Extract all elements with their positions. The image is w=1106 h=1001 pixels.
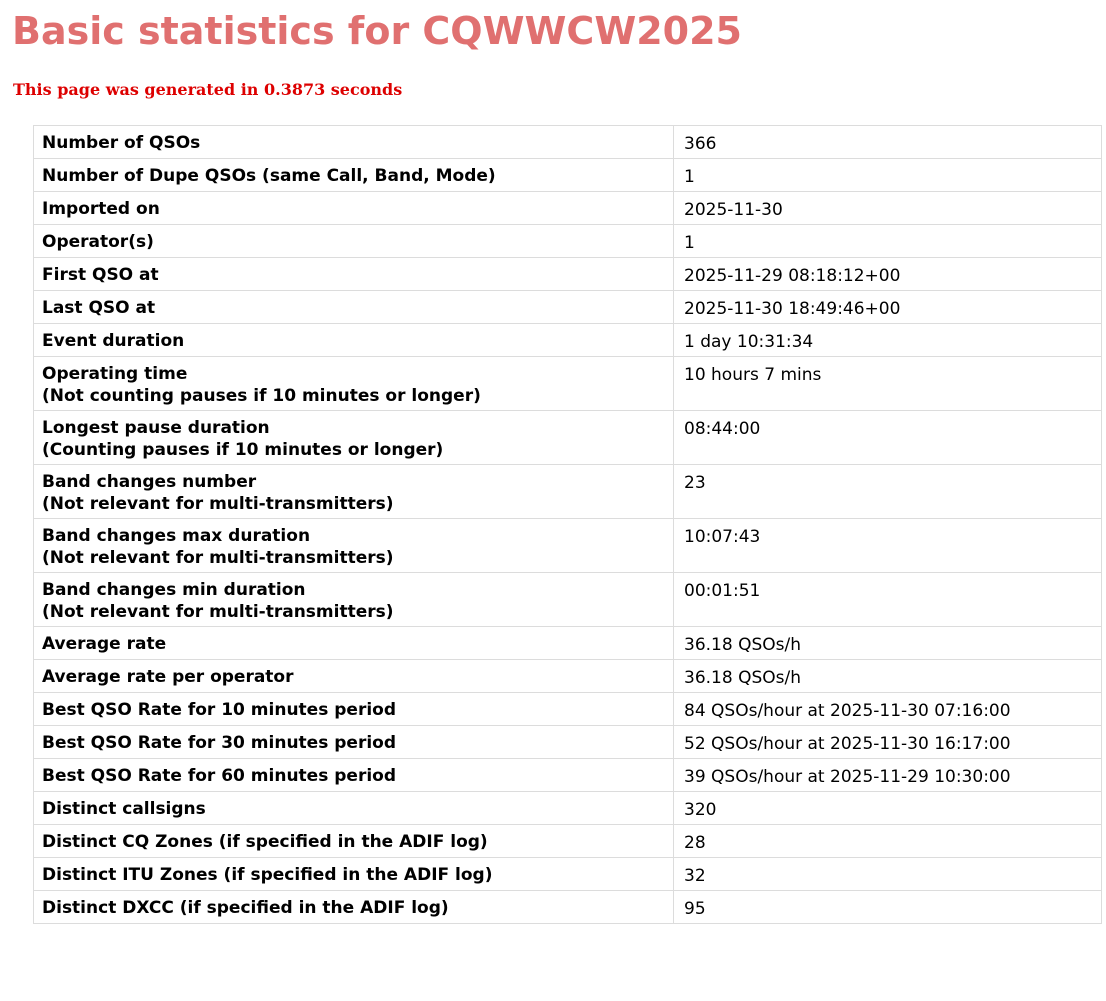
stat-label: Last QSO at	[42, 298, 156, 318]
stat-value: 84 QSOs/hour at 2025-11-30 07:16:00	[673, 692, 1102, 726]
stat-value: 95	[673, 890, 1102, 924]
stat-label: Distinct ITU Zones (if specified in the …	[42, 865, 493, 885]
stat-label-cell: Longest pause duration (Counting pauses …	[33, 410, 674, 465]
stat-label-note: (Not counting pauses if 10 minutes or lo…	[42, 386, 481, 406]
stat-value: 36.18 QSOs/h	[673, 626, 1102, 660]
stat-row-7: Operating time (Not counting pauses if 1…	[33, 356, 1102, 411]
stat-label: Distinct callsigns	[42, 799, 206, 819]
stat-row-8: Longest pause duration (Counting pauses …	[33, 410, 1102, 465]
stat-label-note: (Not relevant for multi-transmitters)	[42, 494, 394, 514]
stat-label-cell: Best QSO Rate for 30 minutes period	[33, 725, 674, 759]
stat-label-cell: Imported on	[33, 191, 674, 225]
stat-value: 10:07:43	[673, 518, 1102, 573]
stat-row-16: Best QSO Rate for 60 minutes period 39 Q…	[33, 758, 1102, 792]
stat-row-9: Band changes number (Not relevant for mu…	[33, 464, 1102, 519]
stat-label-cell: Distinct callsigns	[33, 791, 674, 825]
stat-label-note: (Counting pauses if 10 minutes or longer…	[42, 440, 444, 460]
stat-label-cell: Operating time (Not counting pauses if 1…	[33, 356, 674, 411]
stat-value: 10 hours 7 mins	[673, 356, 1102, 411]
stat-value: 36.18 QSOs/h	[673, 659, 1102, 693]
stat-row-19: Distinct ITU Zones (if specified in the …	[33, 857, 1102, 891]
stat-label: Distinct DXCC (if specified in the ADIF …	[42, 898, 449, 918]
stat-row-5: Last QSO at 2025-11-30 18:49:46+00	[33, 290, 1102, 324]
stat-label-cell: Band changes min duration (Not relevant …	[33, 572, 674, 627]
stat-row-20: Distinct DXCC (if specified in the ADIF …	[33, 890, 1102, 924]
stat-label-cell: Average rate	[33, 626, 674, 660]
stat-label: Band changes number	[42, 472, 257, 492]
stat-label-cell: Last QSO at	[33, 290, 674, 324]
stat-label: Distinct CQ Zones (if specified in the A…	[42, 832, 488, 852]
stat-value: 2025-11-30	[673, 191, 1102, 225]
stat-value: 366	[673, 125, 1102, 159]
stat-label: Best QSO Rate for 60 minutes period	[42, 766, 397, 786]
stat-label-note: (Not relevant for multi-transmitters)	[42, 548, 394, 568]
stat-label: Longest pause duration	[42, 418, 270, 438]
stat-value: 00:01:51	[673, 572, 1102, 627]
stat-row-0: Number of QSOs 366	[33, 125, 1102, 159]
stat-label: Number of QSOs	[42, 133, 201, 153]
stat-label: Imported on	[42, 199, 160, 219]
stat-label: First QSO at	[42, 265, 159, 285]
stat-value: 28	[673, 824, 1102, 858]
stat-label: Event duration	[42, 331, 185, 351]
stat-row-2: Imported on 2025-11-30	[33, 191, 1102, 225]
stat-label-cell: Distinct CQ Zones (if specified in the A…	[33, 824, 674, 858]
stat-value: 2025-11-30 18:49:46+00	[673, 290, 1102, 324]
generation-time-notice: This page was generated in 0.3873 second…	[13, 80, 403, 99]
stat-label: Average rate	[42, 634, 167, 654]
stat-value: 39 QSOs/hour at 2025-11-29 10:30:00	[673, 758, 1102, 792]
stat-label: Best QSO Rate for 10 minutes period	[42, 700, 397, 720]
stat-label-cell: Number of Dupe QSOs (same Call, Band, Mo…	[33, 158, 674, 192]
stat-label-cell: Average rate per operator	[33, 659, 674, 693]
stat-value: 1	[673, 158, 1102, 192]
stat-label-cell: Number of QSOs	[33, 125, 674, 159]
stat-label-note: (Not relevant for multi-transmitters)	[42, 602, 394, 622]
stat-label-cell: First QSO at	[33, 257, 674, 291]
stat-label: Average rate per operator	[42, 667, 294, 687]
stat-value: 1	[673, 224, 1102, 258]
statistics-table-body: Number of QSOs 366 Number of Dupe QSOs (…	[33, 125, 1102, 924]
stat-row-3: Operator(s) 1	[33, 224, 1102, 258]
stat-label-cell: Best QSO Rate for 10 minutes period	[33, 692, 674, 726]
stat-label: Band changes min duration	[42, 580, 306, 600]
stat-label: Operator(s)	[42, 232, 154, 252]
stat-row-6: Event duration 1 day 10:31:34	[33, 323, 1102, 357]
page-title: Basic statistics for CQWWCW2025	[12, 9, 742, 53]
stat-row-14: Best QSO Rate for 10 minutes period 84 Q…	[33, 692, 1102, 726]
stat-label-cell: Best QSO Rate for 60 minutes period	[33, 758, 674, 792]
stat-row-4: First QSO at 2025-11-29 08:18:12+00	[33, 257, 1102, 291]
stat-row-13: Average rate per operator 36.18 QSOs/h	[33, 659, 1102, 693]
stat-label-cell: Distinct DXCC (if specified in the ADIF …	[33, 890, 674, 924]
stat-label-cell: Distinct ITU Zones (if specified in the …	[33, 857, 674, 891]
stat-label: Operating time	[42, 364, 188, 384]
stat-row-18: Distinct CQ Zones (if specified in the A…	[33, 824, 1102, 858]
stat-label-cell: Operator(s)	[33, 224, 674, 258]
stat-label-cell: Band changes number (Not relevant for mu…	[33, 464, 674, 519]
stat-row-12: Average rate 36.18 QSOs/h	[33, 626, 1102, 660]
stat-label: Band changes max duration	[42, 526, 311, 546]
stat-label-cell: Event duration	[33, 323, 674, 357]
stat-value: 2025-11-29 08:18:12+00	[673, 257, 1102, 291]
stat-value: 23	[673, 464, 1102, 519]
stat-label: Number of Dupe QSOs (same Call, Band, Mo…	[42, 166, 496, 186]
stat-value: 1 day 10:31:34	[673, 323, 1102, 357]
stat-value: 320	[673, 791, 1102, 825]
stat-value: 08:44:00	[673, 410, 1102, 465]
stat-value: 32	[673, 857, 1102, 891]
stat-value: 52 QSOs/hour at 2025-11-30 16:17:00	[673, 725, 1102, 759]
stat-label: Best QSO Rate for 30 minutes period	[42, 733, 397, 753]
stat-row-10: Band changes max duration (Not relevant …	[33, 518, 1102, 573]
stat-row-11: Band changes min duration (Not relevant …	[33, 572, 1102, 627]
stat-row-1: Number of Dupe QSOs (same Call, Band, Mo…	[33, 158, 1102, 192]
stat-row-17: Distinct callsigns 320	[33, 791, 1102, 825]
stat-label-cell: Band changes max duration (Not relevant …	[33, 518, 674, 573]
statistics-table: Number of QSOs 366 Number of Dupe QSOs (…	[33, 125, 1102, 924]
stat-row-15: Best QSO Rate for 30 minutes period 52 Q…	[33, 725, 1102, 759]
